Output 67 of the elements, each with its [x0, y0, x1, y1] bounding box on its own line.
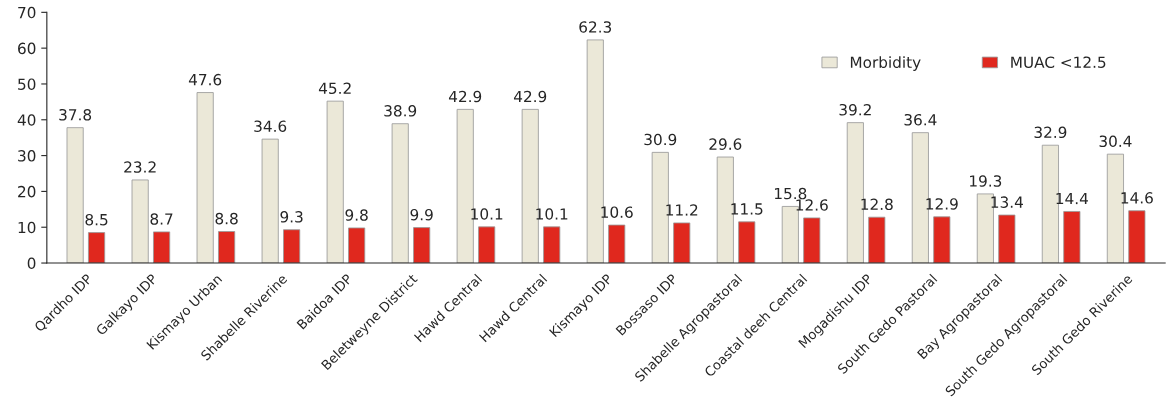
data-label: 12.6 — [796, 199, 828, 211]
y-tick-label: 70 — [18, 6, 36, 19]
data-label: 39.2 — [839, 103, 871, 116]
bar — [153, 231, 171, 264]
legend-label: MUAC <12.5 — [1011, 56, 1106, 68]
data-label: 36.4 — [904, 113, 937, 126]
bar — [66, 127, 84, 264]
data-label: 12.9 — [926, 198, 958, 210]
data-label: 45.2 — [318, 82, 351, 95]
legend-label: Morbidity — [850, 56, 921, 71]
bar — [131, 179, 149, 264]
bar — [803, 217, 821, 264]
y-tick-label: 50 — [18, 78, 36, 90]
data-label: 10.6 — [601, 206, 633, 218]
data-label: 29.6 — [709, 138, 742, 150]
bar — [478, 226, 496, 264]
bar — [326, 100, 344, 264]
bar — [543, 226, 561, 264]
bar — [933, 216, 951, 264]
data-label: 11.2 — [666, 204, 698, 216]
bar — [608, 224, 626, 264]
data-label: 8.8 — [215, 212, 238, 225]
data-label: 42.9 — [513, 90, 547, 103]
data-label: 12.8 — [861, 198, 893, 211]
data-label: 62.3 — [579, 21, 612, 33]
data-label: 47.6 — [188, 73, 222, 86]
bar — [673, 222, 691, 264]
data-label: 14.4 — [1056, 192, 1088, 205]
bar — [88, 232, 106, 264]
bar — [348, 227, 366, 264]
bar — [391, 123, 409, 264]
bar — [261, 138, 279, 264]
data-label: 30.4 — [1099, 135, 1132, 148]
bar — [998, 214, 1016, 264]
data-label: 10.1 — [471, 208, 503, 220]
data-label: 13.4 — [991, 196, 1023, 208]
data-label: 23.2 — [124, 161, 156, 173]
y-tick-label: 20 — [18, 185, 36, 198]
data-label: 37.8 — [59, 108, 92, 121]
data-label: 9.3 — [280, 211, 303, 223]
bar — [1128, 210, 1146, 264]
data-label: 42.9 — [448, 90, 482, 103]
bar — [283, 229, 301, 264]
data-label: 38.9 — [384, 105, 417, 117]
y-tick-label: 40 — [17, 114, 36, 126]
y-tick-label: 0 — [27, 257, 36, 270]
data-label: 30.9 — [644, 133, 677, 146]
bar — [413, 227, 431, 264]
data-label: 8.5 — [85, 213, 108, 226]
y-tick-label: 60 — [18, 42, 36, 55]
bar — [868, 216, 886, 264]
data-label: 14.6 — [1121, 192, 1153, 204]
bar — [218, 231, 236, 264]
data-label: 9.8 — [345, 209, 368, 221]
bar — [738, 221, 756, 264]
data-label: 15.8 — [774, 187, 807, 200]
data-label: 11.5 — [731, 203, 763, 215]
y-tick-label: 30 — [18, 150, 36, 162]
bar — [1063, 211, 1081, 264]
data-label: 32.9 — [1034, 126, 1067, 139]
data-label: 10.1 — [536, 208, 568, 220]
data-label: 19.3 — [970, 175, 1002, 187]
y-tick-label: 10 — [18, 221, 36, 234]
data-label: 8.7 — [150, 213, 173, 225]
bar — [196, 92, 214, 264]
data-label: 9.9 — [410, 208, 433, 221]
data-label: 34.6 — [254, 120, 287, 132]
